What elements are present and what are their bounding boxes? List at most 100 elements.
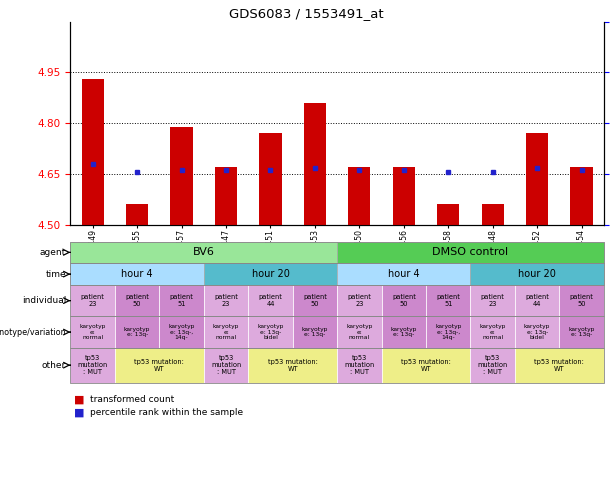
Bar bbox=[248, 348, 337, 383]
Text: patient
50: patient 50 bbox=[569, 294, 593, 307]
Bar bbox=[426, 285, 471, 316]
Bar bbox=[304, 103, 326, 225]
Bar bbox=[204, 348, 248, 383]
Bar bbox=[204, 285, 248, 316]
Text: patient
23: patient 23 bbox=[81, 294, 105, 307]
Bar bbox=[70, 348, 115, 383]
Bar bbox=[471, 285, 515, 316]
Bar bbox=[70, 263, 204, 285]
Text: karyotyp
e: 13q-,
14q-: karyotyp e: 13q-, 14q- bbox=[169, 324, 195, 341]
Text: karyotyp
e: 13q-: karyotyp e: 13q- bbox=[124, 327, 150, 338]
Bar bbox=[526, 133, 548, 225]
Text: tp53
mutation
: MUT: tp53 mutation : MUT bbox=[211, 355, 241, 375]
Bar bbox=[381, 316, 426, 348]
Text: hour 4: hour 4 bbox=[121, 269, 153, 279]
Text: patient
50: patient 50 bbox=[125, 294, 149, 307]
Text: karyotyp
e:
normal: karyotyp e: normal bbox=[80, 324, 106, 341]
Bar bbox=[126, 204, 148, 225]
Bar bbox=[159, 285, 204, 316]
Bar bbox=[559, 285, 604, 316]
Bar bbox=[259, 133, 281, 225]
Text: hour 4: hour 4 bbox=[388, 269, 420, 279]
Text: karyotyp
e: 13q-: karyotyp e: 13q- bbox=[390, 327, 417, 338]
Bar bbox=[337, 348, 381, 383]
Bar bbox=[482, 204, 504, 225]
Text: DMSO control: DMSO control bbox=[432, 247, 509, 257]
Text: patient
50: patient 50 bbox=[392, 294, 416, 307]
Bar bbox=[381, 348, 471, 383]
Text: patient
23: patient 23 bbox=[214, 294, 238, 307]
Bar bbox=[471, 316, 515, 348]
Text: patient
51: patient 51 bbox=[170, 294, 194, 307]
Text: karyotyp
e: 13q-
bidel: karyotyp e: 13q- bidel bbox=[524, 324, 550, 341]
Text: karyotyp
e: 13q-
bidel: karyotyp e: 13q- bidel bbox=[257, 324, 284, 341]
Bar bbox=[115, 316, 159, 348]
Bar bbox=[159, 316, 204, 348]
Bar bbox=[204, 263, 337, 285]
Bar bbox=[70, 285, 604, 316]
Text: ■: ■ bbox=[74, 395, 84, 404]
Bar bbox=[70, 348, 604, 383]
Text: GDS6083 / 1553491_at: GDS6083 / 1553491_at bbox=[229, 7, 384, 20]
Text: time: time bbox=[45, 270, 66, 279]
Text: tp53
mutation
: MUT: tp53 mutation : MUT bbox=[345, 355, 375, 375]
Bar bbox=[70, 316, 115, 348]
Bar bbox=[348, 167, 370, 225]
Text: agent: agent bbox=[40, 248, 66, 257]
Bar bbox=[337, 263, 471, 285]
Bar bbox=[70, 242, 604, 263]
Text: karyotyp
e:
normal: karyotyp e: normal bbox=[346, 324, 373, 341]
Bar bbox=[337, 316, 381, 348]
Bar bbox=[115, 348, 204, 383]
Text: karyotyp
e: 13q-: karyotyp e: 13q- bbox=[302, 327, 328, 338]
Bar bbox=[293, 316, 337, 348]
Text: tp53
mutation
: MUT: tp53 mutation : MUT bbox=[78, 355, 108, 375]
Bar bbox=[337, 242, 604, 263]
Bar bbox=[393, 167, 415, 225]
Bar bbox=[471, 263, 604, 285]
Text: karyotyp
e: 13q-: karyotyp e: 13q- bbox=[568, 327, 595, 338]
Text: karyotyp
e:
normal: karyotyp e: normal bbox=[213, 324, 239, 341]
Bar bbox=[248, 316, 293, 348]
Bar bbox=[70, 242, 337, 263]
Bar bbox=[70, 263, 604, 285]
Text: patient
44: patient 44 bbox=[259, 294, 283, 307]
Text: karyotyp
e:
normal: karyotyp e: normal bbox=[479, 324, 506, 341]
Bar bbox=[337, 285, 381, 316]
Bar bbox=[70, 316, 604, 348]
Text: hour 20: hour 20 bbox=[251, 269, 289, 279]
Bar bbox=[515, 285, 559, 316]
Bar bbox=[248, 285, 293, 316]
Bar bbox=[559, 316, 604, 348]
Bar bbox=[515, 316, 559, 348]
Text: patient
23: patient 23 bbox=[481, 294, 504, 307]
Bar bbox=[471, 348, 515, 383]
Text: tp53 mutation:
WT: tp53 mutation: WT bbox=[535, 359, 584, 371]
Bar bbox=[437, 204, 459, 225]
Text: other: other bbox=[42, 361, 66, 369]
Text: BV6: BV6 bbox=[193, 247, 215, 257]
Bar bbox=[293, 285, 337, 316]
Text: tp53 mutation:
WT: tp53 mutation: WT bbox=[134, 359, 185, 371]
Bar bbox=[82, 79, 104, 225]
Bar bbox=[70, 285, 115, 316]
Text: hour 20: hour 20 bbox=[518, 269, 556, 279]
Text: genotype/variation: genotype/variation bbox=[0, 327, 66, 337]
Text: percentile rank within the sample: percentile rank within the sample bbox=[90, 409, 243, 417]
Text: transformed count: transformed count bbox=[90, 395, 174, 404]
Bar bbox=[215, 167, 237, 225]
Text: patient
23: patient 23 bbox=[348, 294, 371, 307]
Text: patient
44: patient 44 bbox=[525, 294, 549, 307]
Bar bbox=[426, 316, 471, 348]
Text: patient
50: patient 50 bbox=[303, 294, 327, 307]
Bar bbox=[204, 316, 248, 348]
Text: tp53
mutation
: MUT: tp53 mutation : MUT bbox=[478, 355, 508, 375]
Bar bbox=[115, 285, 159, 316]
Text: karyotyp
e: 13q-,
14q-: karyotyp e: 13q-, 14q- bbox=[435, 324, 462, 341]
Bar bbox=[170, 127, 192, 225]
Bar bbox=[515, 348, 604, 383]
Bar bbox=[381, 285, 426, 316]
Bar bbox=[571, 167, 593, 225]
Text: tp53 mutation:
WT: tp53 mutation: WT bbox=[268, 359, 318, 371]
Text: ■: ■ bbox=[74, 408, 84, 418]
